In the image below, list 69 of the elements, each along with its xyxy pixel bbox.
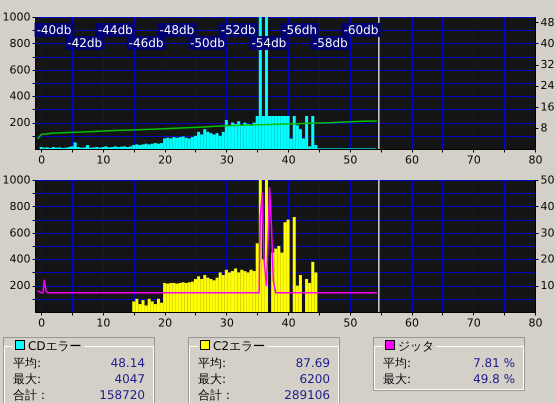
y-tick-label: 600 bbox=[10, 63, 30, 76]
x-tick-label: 30 bbox=[220, 154, 234, 166]
text: 49.8 % bbox=[473, 371, 515, 387]
y2-tick-label: 16 bbox=[540, 100, 554, 114]
annotation: -52db bbox=[218, 23, 258, 37]
text: 合計 : bbox=[198, 387, 230, 403]
y2-tick-label: 40 bbox=[540, 200, 554, 213]
annotation: -42db bbox=[65, 36, 104, 50]
x-tick-label: 0 bbox=[38, 154, 46, 166]
text: CDエラー bbox=[27, 338, 83, 355]
annotation: -60db bbox=[342, 23, 380, 37]
x-tick-label: 60 bbox=[405, 316, 420, 330]
x-tick-label: 70 bbox=[466, 316, 481, 330]
text: 87.69 bbox=[296, 355, 330, 371]
y-tick-label: 400 bbox=[10, 90, 30, 103]
annotation: -50db bbox=[188, 36, 227, 50]
y-tick-label: 200 bbox=[10, 279, 30, 292]
x-tick-label: 0 bbox=[38, 316, 46, 330]
y2-tick-label: 20 bbox=[540, 252, 554, 266]
text: 6200 bbox=[299, 371, 330, 387]
y-tick-label: 800 bbox=[10, 200, 30, 213]
x-tick-label: 50 bbox=[343, 154, 358, 166]
x-tick-label: 20 bbox=[158, 316, 172, 330]
annotation: -54db bbox=[249, 36, 288, 50]
y2-tick-label: 48 bbox=[540, 16, 554, 29]
y-tick-label: 200 bbox=[10, 116, 30, 130]
text: 平均: bbox=[13, 355, 42, 371]
x-tick-label: 40 bbox=[282, 154, 296, 166]
x-tick-label: 50 bbox=[343, 316, 358, 330]
x-tick-label: 80 bbox=[528, 316, 542, 330]
y-tick-label: 1000 bbox=[2, 10, 30, 24]
text: 48.14 bbox=[110, 355, 145, 371]
y2-tick-label: 8 bbox=[540, 121, 548, 134]
x-tick-label: 30 bbox=[220, 316, 234, 330]
y2-tick-label: 50 bbox=[540, 174, 554, 186]
annotation: -46db bbox=[126, 36, 166, 50]
text: ジッタ bbox=[397, 338, 435, 355]
x-tick-label: 60 bbox=[405, 154, 420, 166]
text: 289106 bbox=[284, 387, 330, 403]
annotation: -48db bbox=[157, 23, 196, 37]
y2-tick-label: 32 bbox=[540, 58, 554, 72]
text: 合計 : bbox=[13, 387, 45, 403]
y2-tick-label: 40 bbox=[540, 36, 554, 50]
annotation: -58db bbox=[310, 36, 350, 50]
y-tick-label: 800 bbox=[10, 36, 30, 50]
text: 7.81 % bbox=[473, 355, 515, 371]
y2-tick-label: 30 bbox=[540, 226, 554, 240]
text: 平均: bbox=[198, 355, 226, 371]
text: 平均: bbox=[383, 355, 412, 371]
annotation: -40db bbox=[34, 23, 74, 37]
text: 158720 bbox=[99, 387, 145, 403]
annotation: -56dh bbox=[280, 23, 320, 37]
y-tick-label: 400 bbox=[10, 252, 30, 266]
text: 最大: bbox=[198, 371, 226, 387]
x-tick-label: 10 bbox=[96, 154, 110, 166]
y-tick-label: 600 bbox=[10, 226, 30, 240]
x-tick-label: 20 bbox=[158, 154, 172, 166]
y2-tick-label: 24 bbox=[540, 79, 554, 92]
x-tick-label: 80 bbox=[528, 154, 542, 166]
x-tick-label: 10 bbox=[96, 316, 110, 330]
y-tick-label: 1000 bbox=[2, 174, 30, 186]
x-tick-label: 70 bbox=[466, 154, 481, 166]
y2-tick-label: 10 bbox=[540, 279, 554, 292]
annotation: -44db bbox=[96, 23, 135, 37]
text: 最大: bbox=[383, 371, 412, 387]
text: C2エラー bbox=[212, 338, 266, 355]
text: 最大: bbox=[13, 371, 42, 387]
x-tick-label: 40 bbox=[282, 316, 296, 330]
text: 4047 bbox=[114, 371, 145, 387]
